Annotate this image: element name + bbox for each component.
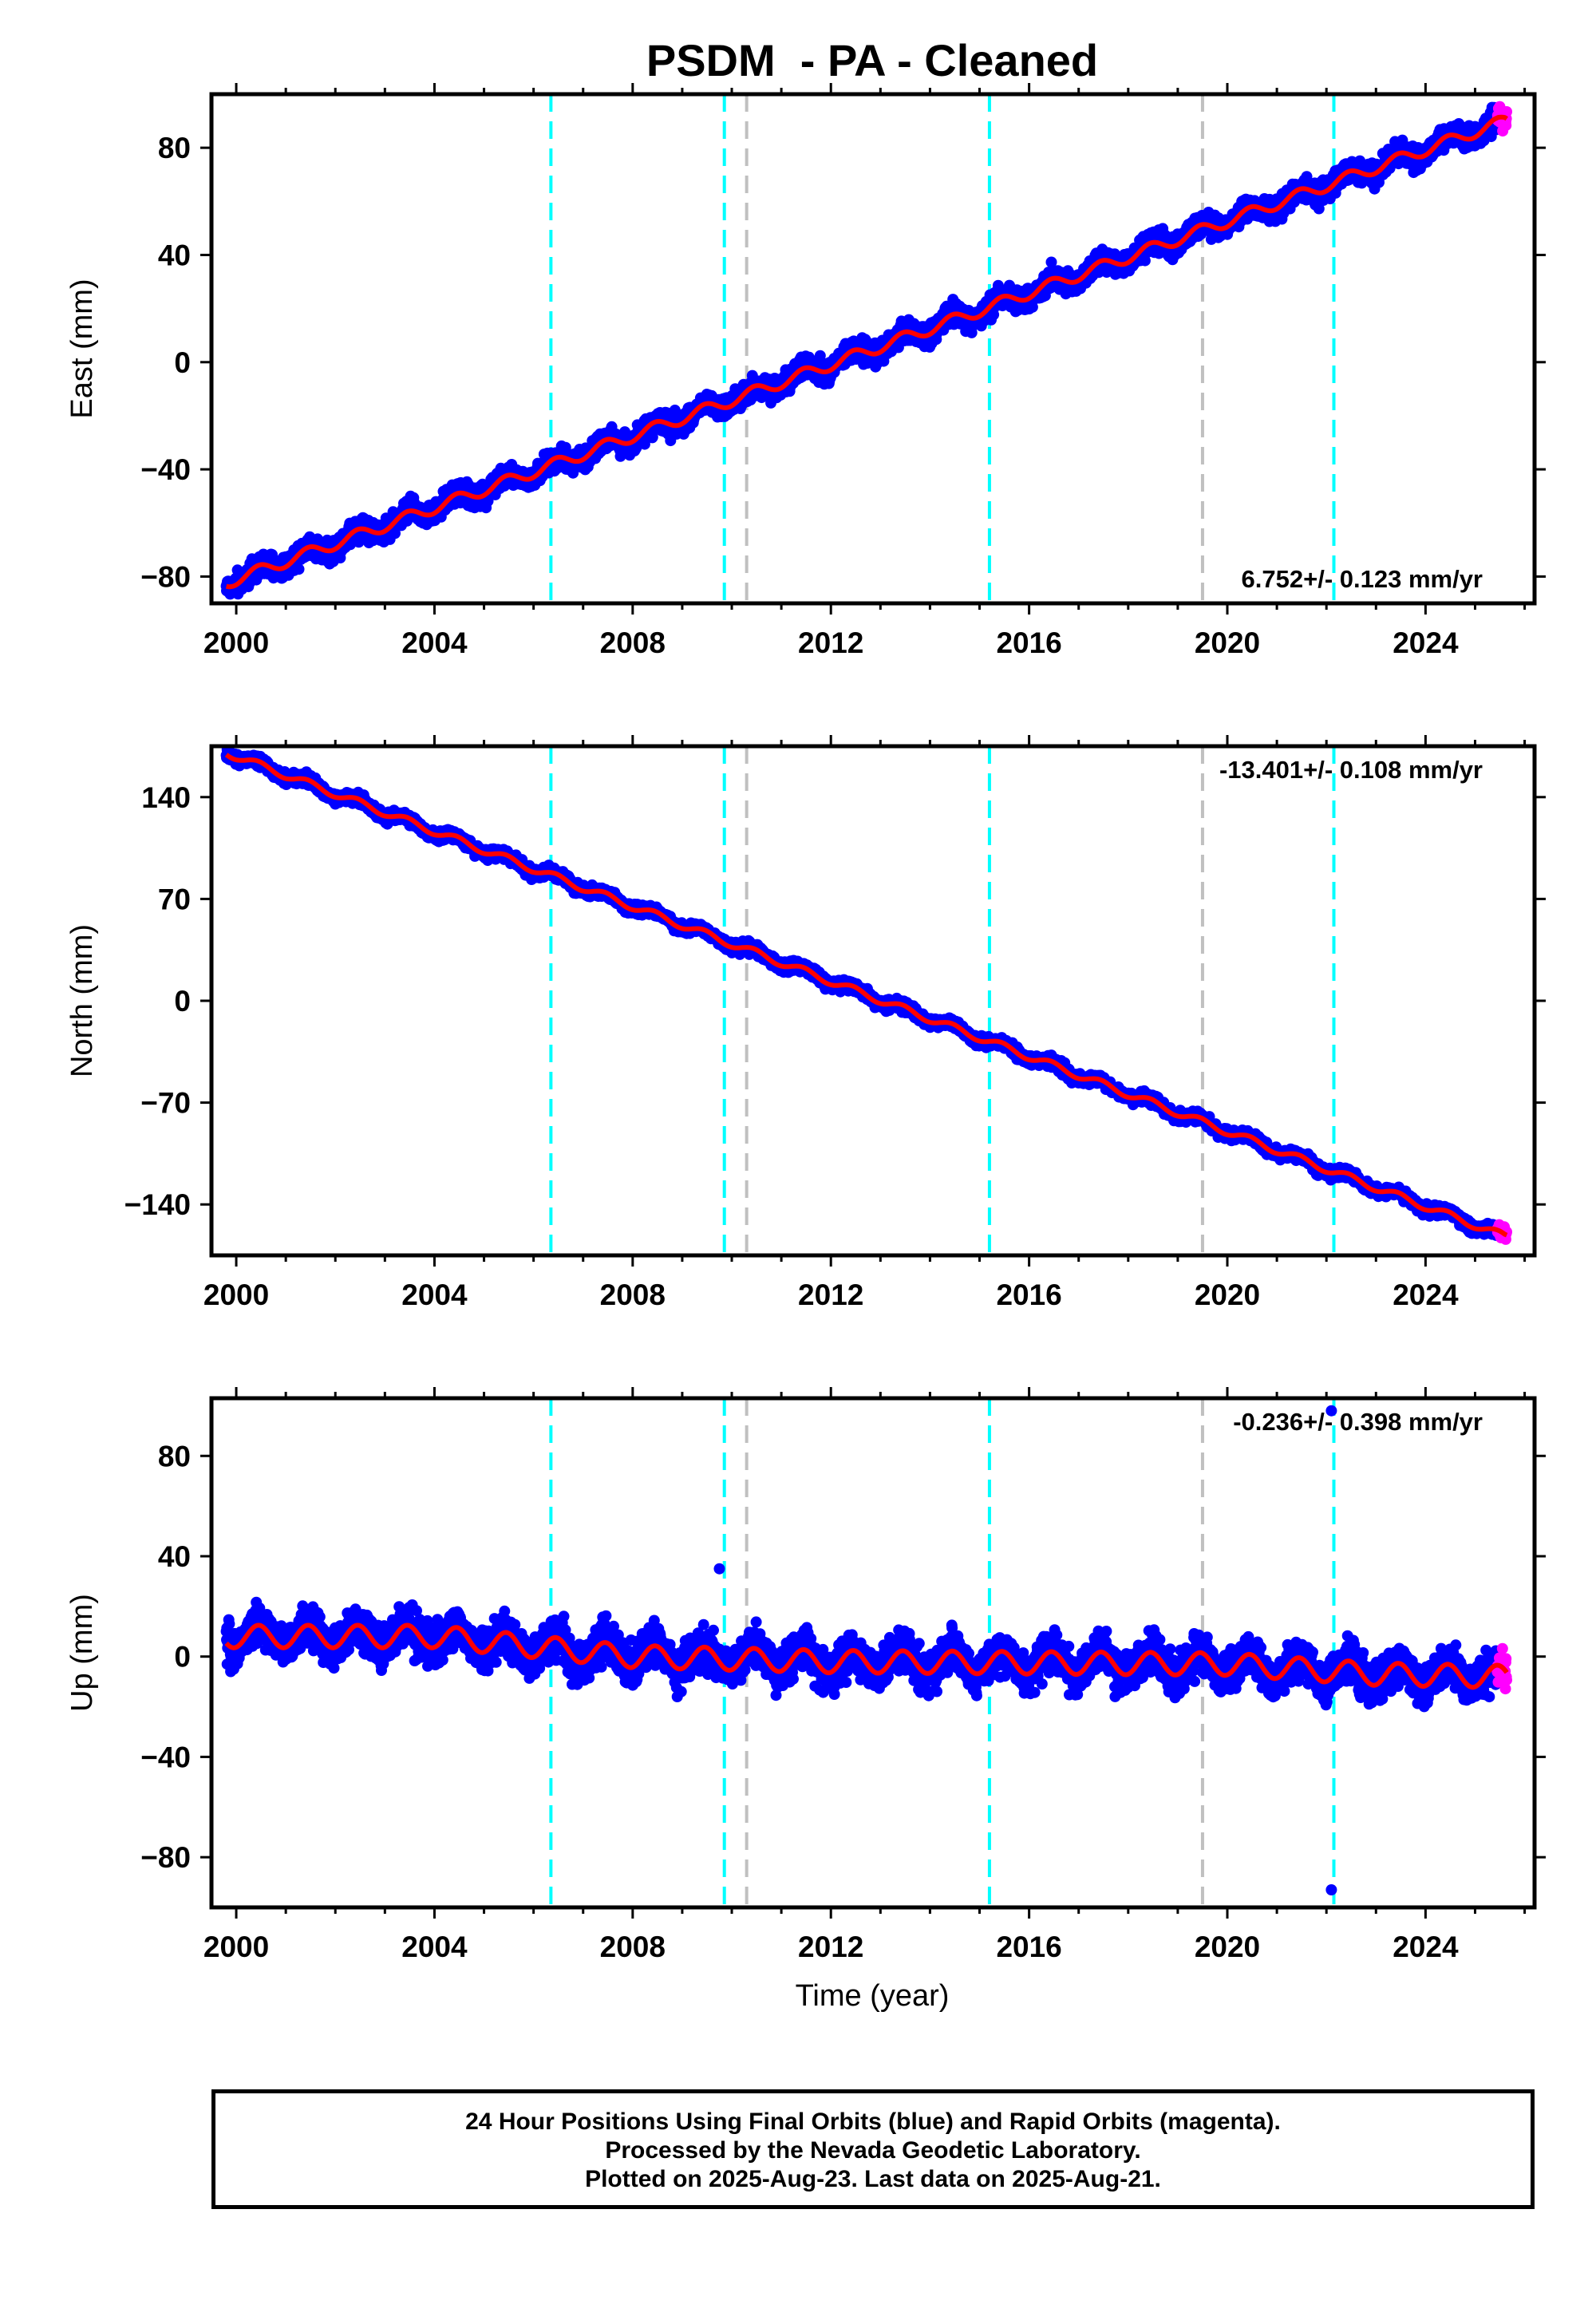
x-tick-label: 2016 xyxy=(996,626,1061,659)
y-tick-label: 80 xyxy=(158,132,191,164)
y-tick-label: −80 xyxy=(140,560,191,593)
rate-label: 6.752+/- 0.123 mm/yr xyxy=(1242,565,1483,593)
x-tick-label: 2004 xyxy=(401,626,468,659)
x-tick-label: 2020 xyxy=(1195,626,1260,659)
y-tick-label: −40 xyxy=(140,453,191,486)
plot-area xyxy=(220,746,1512,1255)
panel-north: 2000 2004 2008 2012 2016 2020 2024−140−7007014… xyxy=(65,735,1546,1311)
chart-title: PSDM - PA - Cleaned xyxy=(646,35,1098,85)
x-tick-label: 2008 xyxy=(600,626,666,659)
x-tick-label: 2000 xyxy=(203,626,269,659)
final-orbit-point xyxy=(988,309,1000,321)
final-orbit-point xyxy=(646,431,658,443)
x-axis-label: Time (year) xyxy=(796,1979,950,2013)
x-tick-label: 2012 xyxy=(798,626,863,659)
plot-area xyxy=(220,94,1512,603)
panel-east: 2000 2004 2008 2012 2016 2020 2024 −80 −40 0 40 80 E… xyxy=(65,83,1546,659)
final-orbit-point xyxy=(638,438,650,450)
x-tick-label: 2024 xyxy=(1393,626,1459,659)
y-tick-label: 0 xyxy=(174,346,191,379)
y-axis-label: East (mm) xyxy=(65,279,99,418)
final-orbit-point xyxy=(293,563,305,575)
y-tick-label: 40 xyxy=(158,239,191,271)
final-orbit-point xyxy=(966,326,978,338)
